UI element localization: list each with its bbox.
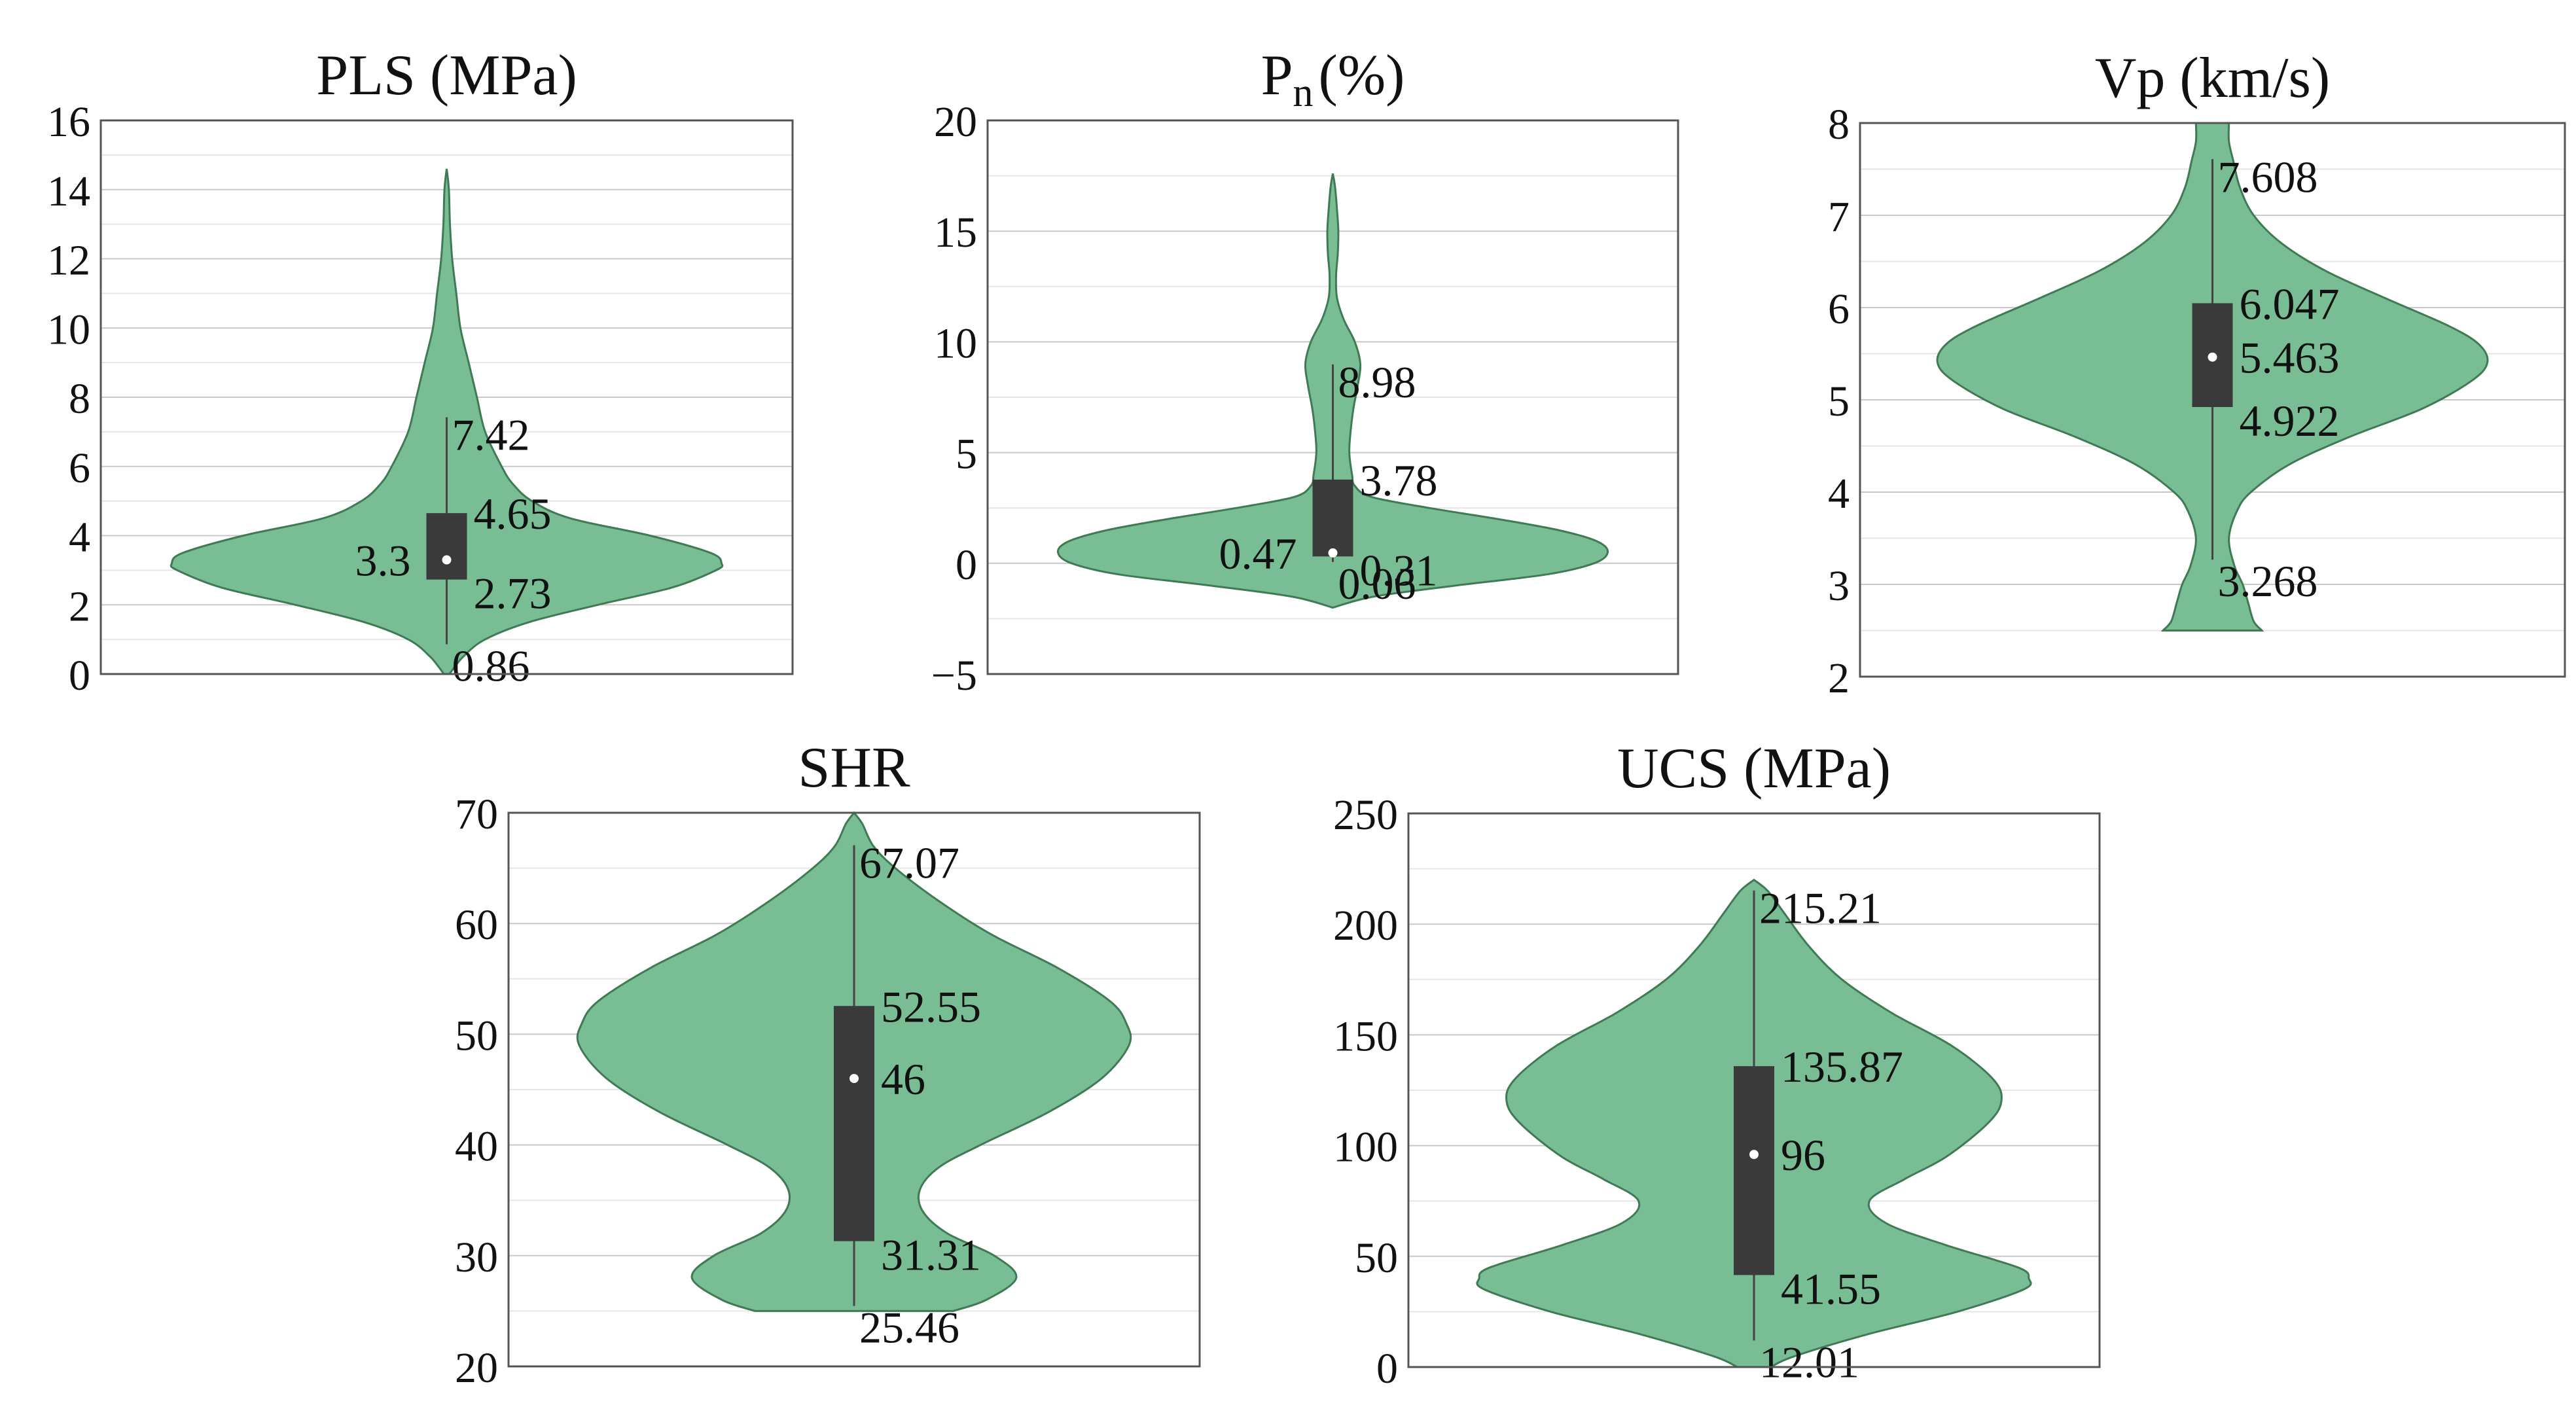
y-tick-label: 100	[1333, 1124, 1398, 1171]
y-tick-label: 200	[1333, 902, 1398, 950]
y-tick-label: 10	[47, 306, 90, 353]
y-tick-label: 7	[1828, 193, 1850, 241]
panel-pls: 0 2 4 6 8 10 12 14 16 7.42 4.65 2.73 0.86 3.3 PLS (MPa…	[47, 44, 794, 700]
stat-label-min: 0.06	[1338, 559, 1416, 609]
panel-shr: 20 30 40 50 60 70 67.07 52.55 31.31 25.46 46 SHR	[455, 736, 1201, 1392]
stat-label-q3: 4.65	[474, 489, 552, 539]
stat-label-min: 0.86	[452, 641, 530, 691]
y-tick-label: 60	[455, 901, 498, 949]
plot-frame	[507, 811, 1201, 1368]
stat-label-q1: 0.31	[1360, 545, 1438, 595]
iqr-box	[426, 513, 467, 580]
stat-label-q1: 2.73	[474, 569, 552, 618]
stat-label-max: 8.98	[1338, 357, 1416, 407]
iqr-box	[834, 1006, 874, 1241]
median-dot	[1328, 548, 1338, 558]
median-dot	[442, 555, 452, 565]
median-dot	[850, 1074, 859, 1084]
y-tick-label: 5	[956, 431, 977, 478]
y-tick-label: 40	[455, 1123, 498, 1171]
stat-label-min: 3.268	[2218, 556, 2318, 606]
chart-title: SHR	[798, 736, 910, 800]
y-tick-label: 50	[1355, 1234, 1398, 1282]
y-tick-label: 3	[1828, 562, 1850, 610]
y-tick-label: 20	[934, 98, 977, 146]
chart-title: Vp (km/s)	[2095, 46, 2330, 110]
stat-label-q1: 4.922	[2240, 396, 2340, 446]
y-tick-label: 12	[47, 237, 90, 285]
stat-label-max: 7.608	[2218, 152, 2318, 202]
plot-frame	[1859, 122, 2566, 678]
stat-label-max: 67.07	[859, 838, 959, 888]
stat-label-median: 0.47	[1219, 529, 1297, 578]
stat-label-median: 3.3	[355, 536, 411, 586]
stat-label-median: 5.463	[2240, 333, 2340, 383]
y-tick-label: 20	[455, 1344, 498, 1392]
iqr-box	[1312, 479, 1353, 557]
stat-label-q3: 52.55	[881, 982, 981, 1031]
stat-label-q1: 31.31	[881, 1230, 981, 1280]
median-dot	[1749, 1150, 1759, 1160]
stat-label-max: 7.42	[452, 410, 530, 460]
stat-label-q3: 3.78	[1360, 455, 1438, 505]
y-tick-label: 4	[69, 514, 90, 561]
y-tick-label: 2	[69, 582, 90, 630]
y-tick-label: 6	[1828, 285, 1850, 333]
panel-ucs: 0 50 100 150 200 250 215.21 135.87 41.55 12.01 96 U…	[1333, 737, 2101, 1393]
plot-frame	[99, 119, 794, 675]
y-tick-label: 250	[1333, 791, 1398, 839]
stat-label-median: 96	[1781, 1130, 1825, 1180]
median-dot	[2208, 352, 2217, 362]
chart-title: Pn(%)	[1261, 44, 1405, 115]
stat-label-median: 46	[881, 1054, 925, 1104]
y-tick-label: −5	[931, 652, 977, 700]
y-tick-label: 30	[455, 1234, 498, 1281]
stat-label-q3: 135.87	[1781, 1042, 1903, 1092]
y-tick-label: 0	[956, 541, 977, 589]
y-tick-label: 5	[1828, 378, 1850, 425]
chart-title: PLS (MPa)	[316, 44, 577, 107]
y-tick-label: 10	[934, 319, 977, 367]
y-tick-label: 8	[1828, 101, 1850, 149]
y-tick-label: 4	[1828, 470, 1850, 518]
y-tick-label: 0	[69, 652, 90, 700]
y-tick-label: 6	[69, 444, 90, 492]
stat-label-max: 215.21	[1759, 883, 1882, 933]
plot-frame	[1407, 812, 2101, 1368]
stat-label-q1: 41.55	[1781, 1264, 1881, 1313]
y-tick-label: 70	[455, 791, 498, 838]
plot-frame	[986, 119, 1679, 675]
y-tick-label: 14	[47, 168, 90, 215]
y-tick-label: 0	[1376, 1345, 1398, 1393]
y-tick-label: 16	[47, 98, 90, 146]
stat-label-min: 12.01	[1759, 1337, 1859, 1387]
y-tick-label: 150	[1333, 1012, 1398, 1060]
iqr-box	[1734, 1066, 1774, 1275]
y-tick-label: 2	[1828, 654, 1850, 702]
panel-vp: 2 3 4 5 6 7 8 7.608 6.047 4.922 3.268 5.463 Vp (km/s…	[1828, 46, 2566, 702]
chart-title: UCS (MPa)	[1617, 737, 1891, 800]
stat-label-q3: 6.047	[2240, 279, 2340, 329]
y-tick-label: 15	[934, 209, 977, 257]
y-tick-label: 50	[455, 1012, 498, 1059]
panel-pn: −5 0 5 10 15 20 8.98 3.78 0.310.06 0.47 Pn(%)	[931, 44, 1679, 700]
stat-label-min: 25.46	[859, 1303, 959, 1353]
y-tick-label: 8	[69, 375, 90, 423]
